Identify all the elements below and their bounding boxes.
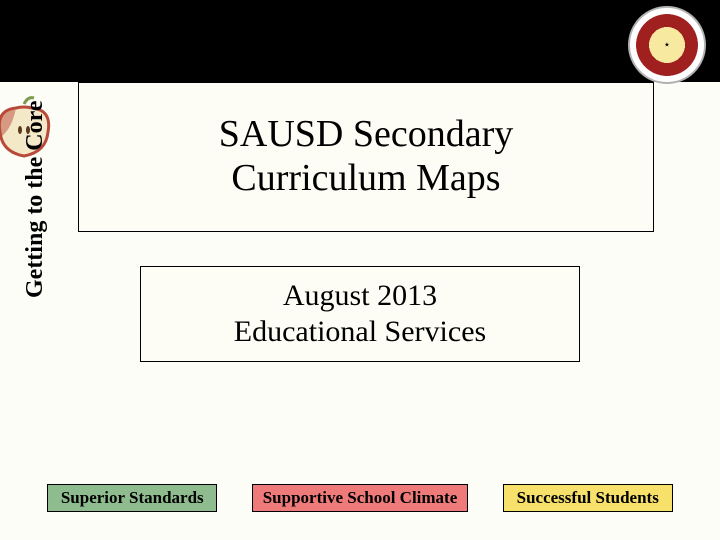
seal-ring: ★ xyxy=(636,14,698,76)
top-black-band xyxy=(0,0,720,82)
subtitle-line2: Educational Services xyxy=(234,315,486,348)
title-box: SAUSD Secondary Curriculum Maps xyxy=(78,82,654,232)
subtitle-box: August 2013 Educational Services xyxy=(140,266,580,362)
seal-center-text: ★ xyxy=(664,42,669,49)
pill-supportive-climate: Supportive School Climate xyxy=(252,484,469,512)
pill-superior-standards: Superior Standards xyxy=(47,484,217,512)
title-line2: Curriculum Maps xyxy=(231,157,500,199)
pill-successful-students: Successful Students xyxy=(503,484,673,512)
subtitle-line1: August 2013 xyxy=(283,279,437,312)
vertical-label: Getting to the Core xyxy=(22,100,49,298)
footer-row: Superior Standards Supportive School Cli… xyxy=(0,484,720,512)
district-seal: ★ xyxy=(628,6,706,84)
title-line1: SAUSD Secondary xyxy=(219,113,513,155)
vertical-label-text: Getting to the Core xyxy=(22,100,48,298)
